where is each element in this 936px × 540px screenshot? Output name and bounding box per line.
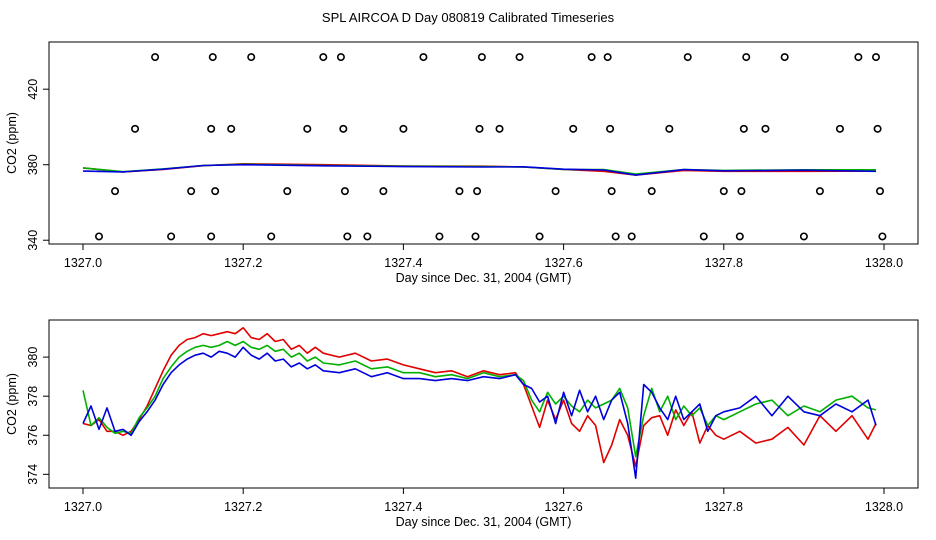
scatter-point [187, 187, 196, 196]
x-tick-label: 1327.0 [64, 500, 102, 514]
scatter-point [871, 53, 880, 62]
scatter-point [665, 124, 674, 133]
y-tick-label: 420 [26, 79, 40, 100]
scatter-point [471, 232, 480, 241]
series-line-0 [82, 326, 877, 468]
x-tick-label: 1327.6 [544, 500, 582, 514]
scatter-point [854, 53, 863, 62]
scatter-point [319, 53, 328, 62]
scatter-point [739, 124, 748, 133]
x-tick-label: 1328.0 [865, 500, 903, 514]
scatter-point [227, 124, 236, 133]
x-axis-label: Day since Dec. 31, 2004 (GMT) [396, 271, 572, 285]
scatter-point [815, 187, 824, 196]
y-tick-label: 380 [26, 347, 40, 368]
scatter-point [247, 53, 256, 62]
scatter-point [207, 232, 216, 241]
x-tick-label: 1327.6 [544, 256, 582, 270]
scatter-point [343, 232, 352, 241]
scatter-point [435, 232, 444, 241]
scatter-point [336, 53, 345, 62]
scatter-point [515, 53, 524, 62]
scatter-point [455, 187, 464, 196]
scatter-point [835, 124, 844, 133]
scatter-point [267, 232, 276, 241]
scatter-point [211, 187, 220, 196]
scatter-point [742, 53, 751, 62]
scatter-point [878, 232, 887, 241]
y-tick-label: 378 [26, 386, 40, 407]
scatter-point [627, 232, 636, 241]
scatter-point [207, 124, 216, 133]
scatter-point [283, 187, 292, 196]
scatter-point [603, 53, 612, 62]
scatter-point [683, 53, 692, 62]
y-axis-label: CO2 (ppm) [5, 373, 19, 435]
series-line-2 [82, 346, 877, 480]
scatter-point [419, 53, 428, 62]
scatter-point [606, 124, 615, 133]
scatter-point [95, 232, 104, 241]
scatter-point [719, 187, 728, 196]
scatter-point [473, 187, 482, 196]
scatter-point [735, 232, 744, 241]
y-axis-label: CO2 (ppm) [5, 112, 19, 174]
x-tick-label: 1327.2 [224, 500, 262, 514]
y-tick-label: 340 [26, 230, 40, 251]
scatter-point [111, 187, 120, 196]
scatter-point [611, 232, 620, 241]
y-tick-label: 376 [26, 425, 40, 446]
scatter-point [363, 232, 372, 241]
scatter-point [737, 187, 746, 196]
x-tick-label: 1327.8 [705, 256, 743, 270]
scatter-point [167, 232, 176, 241]
x-tick-label: 1328.0 [865, 256, 903, 270]
scatter-point [475, 124, 484, 133]
chart-title: SPL AIRCOA D Day 080819 Calibrated Times… [322, 10, 615, 25]
scatter-point [587, 53, 596, 62]
scatter-point [495, 124, 504, 133]
scatter-point [699, 232, 708, 241]
scatter-point [873, 124, 882, 133]
scatter-point [340, 187, 349, 196]
y-tick-label: 380 [26, 154, 40, 175]
series-line-2 [82, 163, 877, 176]
x-tick-label: 1327.2 [224, 256, 262, 270]
scatter-point [799, 232, 808, 241]
scatter-point [647, 187, 656, 196]
scatter-point [607, 187, 616, 196]
scatter-point [780, 53, 789, 62]
series-line-1 [82, 340, 877, 458]
x-tick-label: 1327.4 [384, 256, 422, 270]
plot-frame [48, 319, 919, 489]
scatter-point [535, 232, 544, 241]
scatter-point [399, 124, 408, 133]
y-tick-label: 374 [26, 464, 40, 485]
x-tick-label: 1327.0 [64, 256, 102, 270]
scatter-point [339, 124, 348, 133]
scatter-point [477, 53, 486, 62]
x-tick-label: 1327.4 [384, 500, 422, 514]
bottom-panel: 1327.0 1327.2 1327.4 1327.6 1327.8 1328.0 374 3… [5, 319, 919, 529]
scatter-point [208, 53, 217, 62]
scatter-point [379, 187, 388, 196]
scatter-point [761, 124, 770, 133]
scatter-point [551, 187, 560, 196]
top-panel: 1327.0 1327.2 1327.4 1327.6 1327.8 1328.0 340 3… [5, 41, 919, 285]
scatter-point [875, 187, 884, 196]
plot-frame [48, 41, 919, 245]
scatter-point [151, 53, 160, 62]
x-tick-label: 1327.8 [705, 500, 743, 514]
scatter-point [131, 124, 140, 133]
x-axis-label: Day since Dec. 31, 2004 (GMT) [396, 515, 572, 529]
scatter-point [303, 124, 312, 133]
scatter-point [569, 124, 578, 133]
